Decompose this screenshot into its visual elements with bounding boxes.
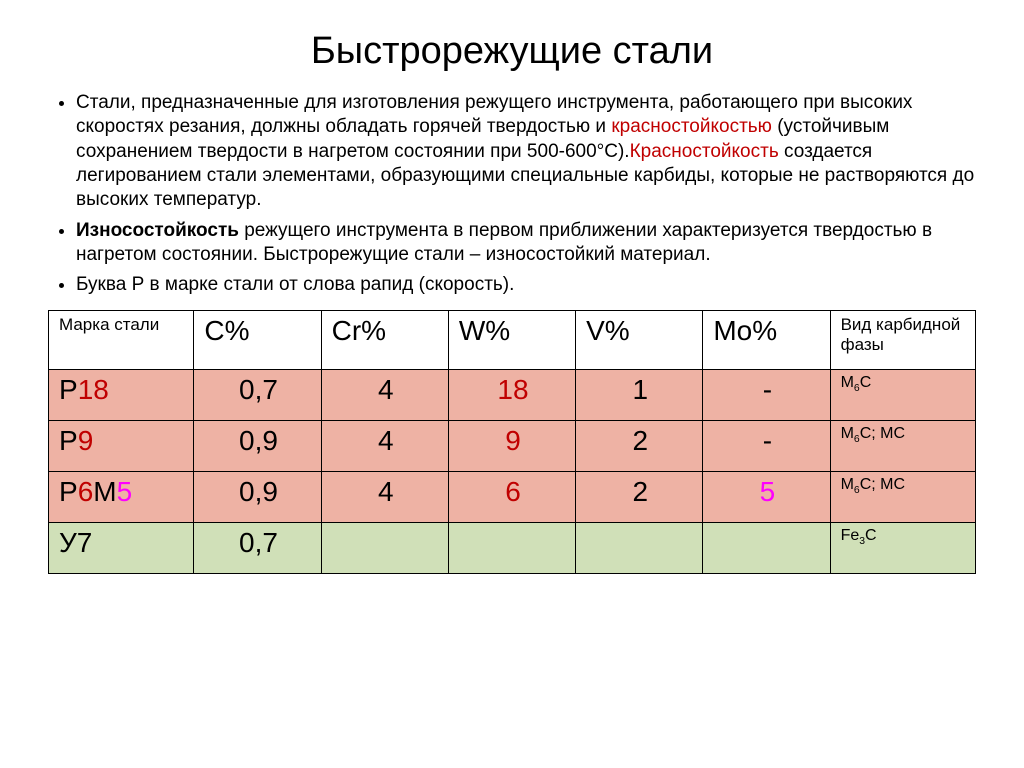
phase-part: C; MC [860, 476, 905, 493]
cell-mo: - [703, 369, 830, 420]
cell-c: 0,7 [194, 369, 321, 420]
cell-v [576, 522, 703, 573]
table-row: У7 0,7 Fe3C [49, 522, 976, 573]
header-phase: Вид карбидной фазы [830, 310, 975, 369]
grade-part: М [93, 476, 116, 507]
cell-grade: У7 [49, 522, 194, 573]
cell-v: 2 [576, 420, 703, 471]
grade-part: Р [59, 374, 78, 405]
composition-table: Марка стали С% Cr% W% V% Mo% Вид карбидн… [48, 310, 976, 574]
table-row: Р180,74181-M6C [49, 369, 976, 420]
cell-v: 1 [576, 369, 703, 420]
cell-phase: M6C [830, 369, 975, 420]
bullet-1-red2: Красностойкость [630, 141, 779, 162]
slide: Быстрорежущие стали Стали, предназначенн… [0, 0, 1024, 768]
cell-phase: M6C; MC [830, 420, 975, 471]
cell-c: 0,9 [194, 471, 321, 522]
header-grade: Марка стали [49, 310, 194, 369]
cell-cr: 4 [321, 369, 448, 420]
cell-cr: 4 [321, 420, 448, 471]
cell-cr [321, 522, 448, 573]
grade-part: Р [59, 425, 78, 456]
cell-w: 18 [448, 369, 575, 420]
cell-mo [703, 522, 830, 573]
header-v: V% [576, 310, 703, 369]
phase-part: C [860, 374, 872, 391]
bullet-list: Стали, предназначенные для изготовления … [48, 91, 976, 298]
header-c: С% [194, 310, 321, 369]
bullet-1-red1: красностойкостью [611, 116, 772, 137]
table-header-row: Марка стали С% Cr% W% V% Mo% Вид карбидн… [49, 310, 976, 369]
header-w: W% [448, 310, 575, 369]
cell-v: 2 [576, 471, 703, 522]
grade-part: 9 [78, 425, 94, 456]
header-cr: Cr% [321, 310, 448, 369]
cell-mo: 5 [703, 471, 830, 522]
phase-part: Fe [841, 527, 860, 544]
grade-part: 5 [117, 476, 133, 507]
phase-part: C; MC [860, 425, 905, 442]
cell-mo: - [703, 420, 830, 471]
cell-w: 6 [448, 471, 575, 522]
table-row: Р90,9492-M6C; MC [49, 420, 976, 471]
cell-cr: 4 [321, 471, 448, 522]
cell-grade: Р18 [49, 369, 194, 420]
cell-w: 9 [448, 420, 575, 471]
grade-part: Р [59, 476, 78, 507]
table-row: Р6М50,94625M6C; MC [49, 471, 976, 522]
slide-title: Быстрорежущие стали [48, 30, 976, 73]
cell-c: 0,7 [194, 522, 321, 573]
cell-phase: M6C; MC [830, 471, 975, 522]
cell-grade: Р9 [49, 420, 194, 471]
bullet-1: Стали, предназначенные для изготовления … [76, 91, 976, 213]
cell-phase: Fe3C [830, 522, 975, 573]
grade-part: У7 [59, 527, 92, 558]
phase-part: M [841, 476, 854, 493]
bullet-2-bold: Износостойкость [76, 220, 239, 241]
cell-c: 0,9 [194, 420, 321, 471]
phase-part: M [841, 425, 854, 442]
phase-part: C [865, 527, 877, 544]
header-mo: Mo% [703, 310, 830, 369]
grade-part: 18 [78, 374, 109, 405]
grade-part: 6 [78, 476, 94, 507]
bullet-3: Буква Р в марке стали от слова рапид (ск… [76, 273, 976, 297]
cell-grade: Р6М5 [49, 471, 194, 522]
cell-w [448, 522, 575, 573]
phase-part: M [841, 374, 854, 391]
bullet-2: Износостойкость режущего инструмента в п… [76, 219, 976, 268]
